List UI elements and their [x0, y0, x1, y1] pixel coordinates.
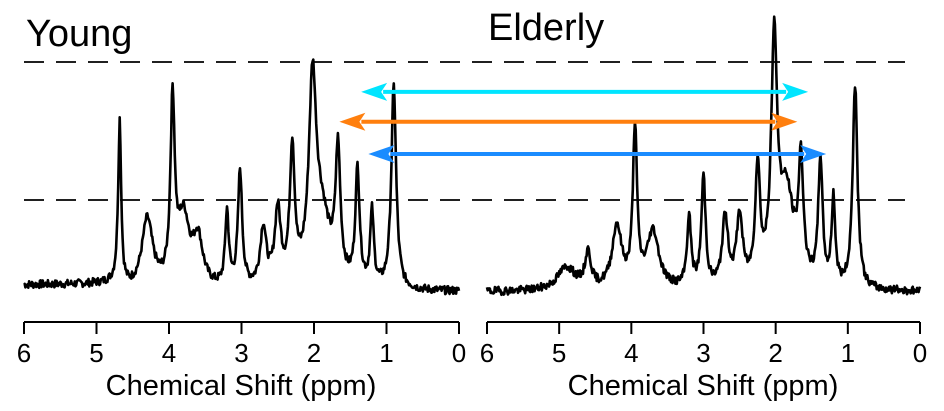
x-tick-label: 1 — [379, 338, 393, 368]
arrow-orange-head-right — [771, 112, 798, 131]
comparison-arrows — [339, 82, 827, 163]
elderly-x-ticks: 6 5 4 3 2 1 0 — [480, 322, 927, 368]
young-x-ticks: 6 5 4 3 2 1 0 — [17, 322, 466, 368]
arrow-cyan-head-left — [361, 82, 388, 101]
arrow-blue-head-right — [800, 145, 827, 163]
x-tick-label: 3 — [234, 338, 248, 368]
elderly-title: Elderly — [488, 7, 604, 49]
x-tick-label: 5 — [89, 338, 103, 368]
arrow-orange-head-left — [339, 112, 366, 131]
young-spectrum-line — [23, 58, 461, 296]
x-tick-label: 0 — [913, 338, 927, 368]
arrow-blue — [368, 145, 827, 163]
elderly-spectrum-line — [485, 15, 922, 297]
arrow-cyan — [361, 82, 809, 101]
x-tick-label: 3 — [696, 338, 710, 368]
arrow-cyan-head-right — [782, 82, 809, 101]
x-tick-label: 6 — [17, 338, 31, 368]
x-tick-label: 6 — [480, 338, 494, 368]
x-tick-label: 0 — [452, 338, 466, 368]
elderly-x-axis-label: Chemical Shift (ppm) — [568, 370, 839, 402]
arrow-orange — [339, 112, 798, 131]
x-tick-label: 5 — [552, 338, 566, 368]
young-title: Young — [26, 13, 132, 55]
x-tick-label: 1 — [841, 338, 855, 368]
x-tick-label: 2 — [768, 338, 782, 368]
arrow-blue-head-left — [368, 145, 395, 163]
x-tick-label: 2 — [307, 338, 321, 368]
x-tick-label: 4 — [624, 338, 638, 368]
x-tick-label: 4 — [162, 338, 176, 368]
young-x-axis-label: Chemical Shift (ppm) — [106, 370, 377, 402]
